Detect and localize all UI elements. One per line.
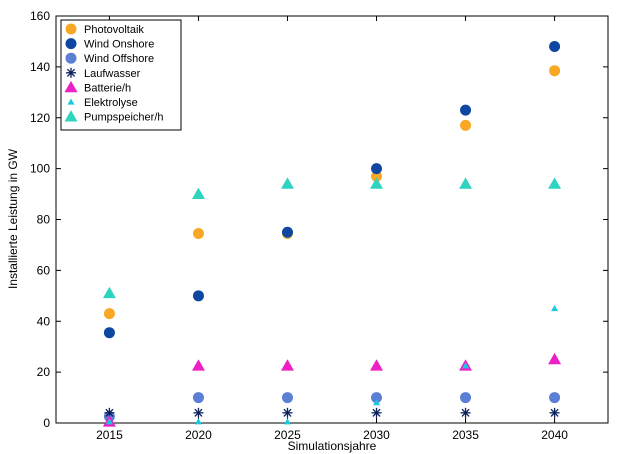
point-wind-onshore xyxy=(281,226,293,238)
point-wind-onshore xyxy=(549,41,561,53)
y-axis-title: Installierte Leistung in GW xyxy=(6,148,20,289)
point-pumpspeicher-h xyxy=(548,177,562,189)
legend-marker-elektrolyse xyxy=(67,98,75,105)
point-wind-offshore xyxy=(549,392,561,404)
legend-marker-wind-offshore xyxy=(65,52,77,64)
point-wind-offshore xyxy=(281,392,293,404)
data-marks xyxy=(102,41,562,427)
point-pumpspeicher-h xyxy=(370,177,384,189)
point-pumpspeicher-h xyxy=(280,177,294,189)
y-tick-label: 60 xyxy=(37,263,51,277)
y-tick-label: 40 xyxy=(37,314,51,328)
y-tick-label: 140 xyxy=(30,60,50,74)
legend-label-batterie-h: Batterie/h xyxy=(84,82,131,94)
x-tick-label: 2035 xyxy=(452,428,479,442)
legend-box xyxy=(60,19,182,131)
point-batterie-h xyxy=(280,359,294,371)
point-pumpspeicher-h xyxy=(191,187,205,199)
point-batterie-h xyxy=(548,352,562,365)
x-tick-label: 2025 xyxy=(274,428,301,442)
y-tick-label: 160 xyxy=(30,9,50,23)
point-wind-offshore xyxy=(460,392,472,404)
point-batterie-h xyxy=(191,359,205,371)
legend-marker-laufwasser xyxy=(66,67,76,78)
point-photovoltaik xyxy=(103,308,115,320)
point-wind-onshore xyxy=(371,163,383,175)
y-tick-label: 120 xyxy=(30,111,50,125)
x-tick-label: 2020 xyxy=(185,428,212,442)
legend-label-elektrolyse: Elektrolyse xyxy=(84,97,138,109)
point-elektrolyse xyxy=(283,418,291,425)
legend-label-laufwasser: Laufwasser xyxy=(84,68,141,80)
point-laufwasser xyxy=(193,407,204,418)
y-tick-label: 20 xyxy=(37,365,51,379)
point-photovoltaik xyxy=(371,170,383,182)
legend-label-wind-onshore: Wind Onshore xyxy=(84,39,154,51)
y-axis: 0 20 40 60 80 100 120 140 160 xyxy=(30,9,608,430)
legend-marker-batterie-h xyxy=(64,80,78,93)
legend-marker-pumpspeicher-h xyxy=(64,110,78,122)
point-pumpspeicher-h xyxy=(102,286,116,299)
x-tick-label: 2030 xyxy=(363,428,390,442)
point-photovoltaik xyxy=(192,227,204,239)
point-wind-onshore xyxy=(460,104,472,116)
point-laufwasser xyxy=(282,407,293,418)
y-tick-label: 80 xyxy=(37,213,51,227)
point-elektrolyse xyxy=(194,418,202,425)
point-elektrolyse xyxy=(462,362,470,369)
point-wind-offshore xyxy=(192,392,204,404)
legend-label-pumpspeicher-h: Pumpspeicher/h xyxy=(84,112,164,124)
point-laufwasser xyxy=(460,407,471,418)
x-tick-label: 2015 xyxy=(96,428,123,442)
point-wind-offshore xyxy=(371,392,383,404)
point-wind-onshore xyxy=(103,327,115,339)
legend: Photovoltaik Wind Onshore Wind Offshore Lau… xyxy=(60,19,182,131)
y-tick-label: 100 xyxy=(30,162,50,176)
y-tick-label: 0 xyxy=(43,416,50,430)
legend-label-photovoltaik: Photovoltaik xyxy=(84,24,144,36)
point-laufwasser xyxy=(549,407,560,418)
point-batterie-h xyxy=(370,359,384,371)
point-wind-onshore xyxy=(192,290,204,302)
legend-label-wind-offshore: Wind Offshore xyxy=(84,53,154,65)
point-elektrolyse xyxy=(373,399,381,406)
point-photovoltaik xyxy=(549,65,561,77)
point-elektrolyse xyxy=(551,305,559,312)
point-elektrolyse xyxy=(105,418,113,425)
legend-marker-wind-onshore xyxy=(65,38,77,50)
point-pumpspeicher-h xyxy=(459,177,473,189)
x-tick-label: 2040 xyxy=(541,428,568,442)
point-photovoltaik xyxy=(460,119,472,131)
legend-marker-photovoltaik xyxy=(65,23,77,35)
x-axis-title: Simulationsjahre xyxy=(288,439,377,453)
point-laufwasser xyxy=(371,407,382,418)
